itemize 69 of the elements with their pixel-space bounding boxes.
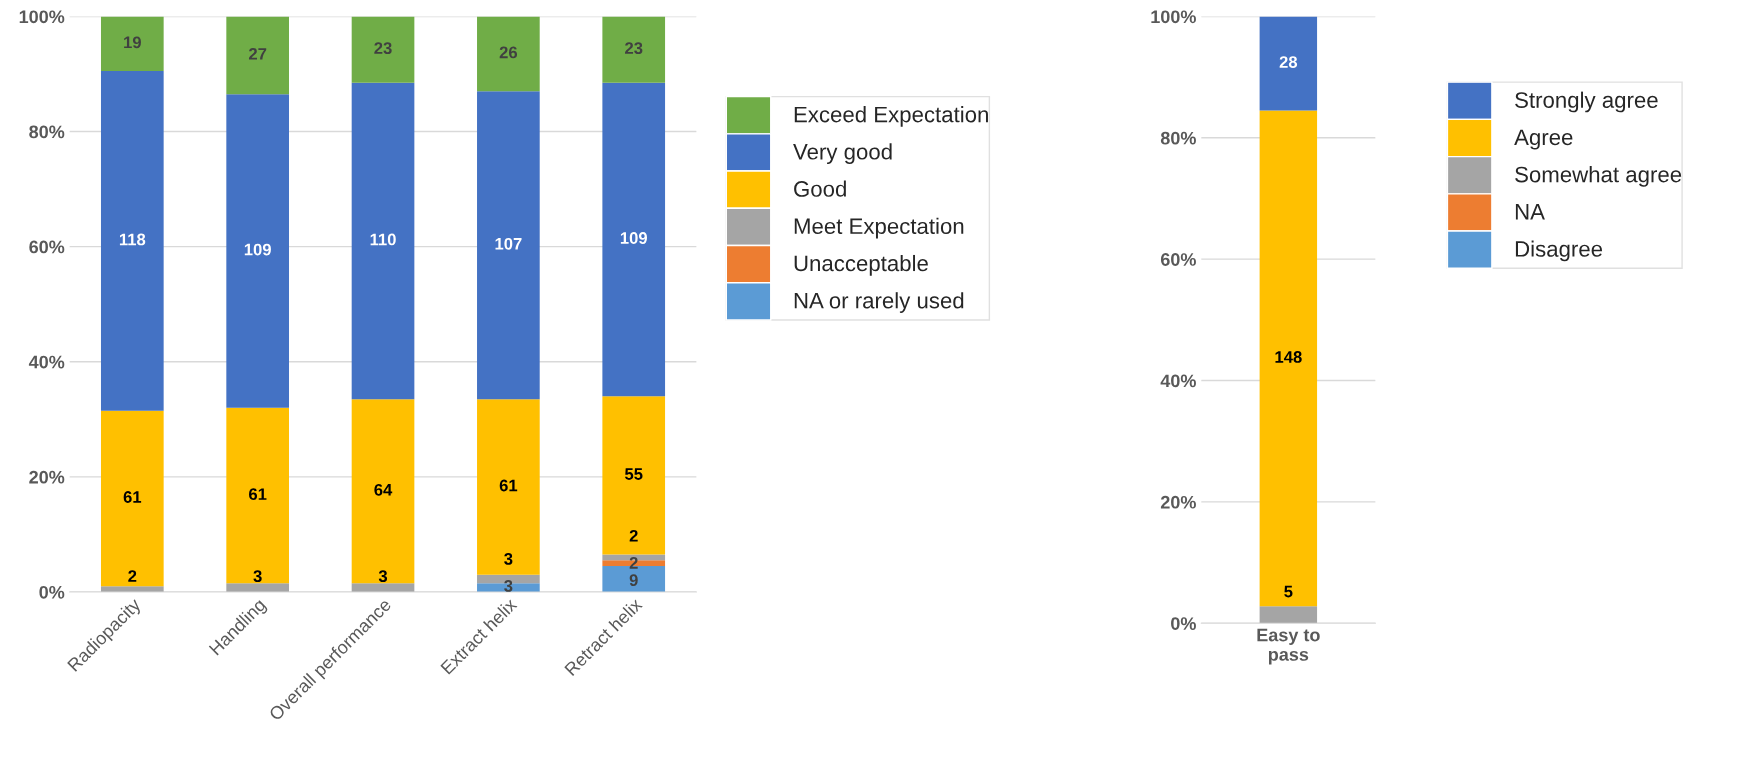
- bar: [226, 94, 290, 408]
- bar: [226, 583, 290, 592]
- annotation: 3: [378, 570, 388, 583]
- bar: [226, 407, 290, 584]
- annotation: 110: [370, 233, 396, 246]
- legend-label: Somewhat agree: [1515, 166, 1682, 187]
- annotation: 2: [128, 570, 137, 582]
- y-tick-label: 100%: [19, 10, 65, 24]
- annotation: 61: [123, 491, 142, 503]
- bar: [351, 16, 415, 83]
- bar: [100, 71, 164, 411]
- annotation: 109: [244, 243, 271, 256]
- bar: [477, 16, 540, 92]
- annotation: 23: [625, 42, 643, 55]
- annotation: 23: [374, 42, 392, 55]
- bar: [100, 410, 164, 587]
- y-tick-label: 40%: [1160, 374, 1196, 388]
- legend-label: Strongly agree: [1515, 91, 1658, 113]
- annotation: 61: [499, 479, 518, 492]
- annotation: 3: [504, 552, 513, 565]
- annotation: 148: [1275, 351, 1302, 363]
- legend-label: Very good: [793, 143, 892, 164]
- bar: [1259, 16, 1318, 111]
- annotation: 26: [499, 46, 518, 59]
- y-tick-label: 60%: [29, 240, 65, 254]
- y-tick-label: 80%: [1160, 131, 1196, 145]
- y-tick-label: 40%: [28, 355, 65, 369]
- annotation: 19: [124, 36, 141, 49]
- annotation: 107: [495, 237, 522, 250]
- annotation: 64: [374, 483, 393, 496]
- legend-label: Meet Expectation: [794, 217, 964, 239]
- annotation: 109: [620, 232, 648, 244]
- y-tick-label: 100%: [1151, 10, 1196, 24]
- annotation: 3: [504, 580, 513, 592]
- annotation: 2: [629, 557, 638, 569]
- annotation: 55: [624, 468, 643, 480]
- bar: [351, 82, 415, 400]
- legend-label: NA: [1515, 204, 1545, 220]
- annotation: 28: [1279, 56, 1298, 68]
- bar: [1259, 606, 1318, 624]
- bar: [351, 399, 415, 584]
- bar: [602, 82, 666, 397]
- legend-label: Unacceptable: [794, 254, 928, 276]
- annotation: 27: [248, 47, 267, 60]
- annotation: 118: [119, 233, 146, 246]
- bar: [100, 16, 164, 72]
- y-tick-label: 20%: [29, 470, 65, 484]
- annotation: 5: [1284, 585, 1293, 598]
- bar: [602, 16, 666, 83]
- y-tick-label: 80%: [29, 125, 65, 139]
- legend-label: Agree: [1514, 129, 1573, 150]
- annotation: 3: [253, 570, 262, 583]
- y-tick-label: 20%: [1160, 495, 1196, 509]
- legend-label: Disagree: [1515, 240, 1603, 262]
- y-tick-label: 60%: [1160, 253, 1196, 266]
- annotation: 9: [629, 574, 638, 587]
- bar: [226, 16, 290, 95]
- bar: [477, 91, 540, 400]
- y-tick-label: 0%: [1171, 617, 1196, 630]
- legend-label: Exceed Expectation: [794, 106, 988, 127]
- bar: [602, 396, 666, 555]
- x-tick-label: Easy to pass: [1257, 628, 1320, 665]
- annotation: 2: [629, 529, 638, 542]
- annotation: 61: [249, 488, 267, 501]
- legend-label: NA or rarely used: [794, 292, 964, 313]
- bar: [351, 583, 415, 592]
- legend-label: Good: [794, 180, 846, 197]
- y-tick-label: 0%: [39, 585, 65, 599]
- bar: [477, 399, 540, 575]
